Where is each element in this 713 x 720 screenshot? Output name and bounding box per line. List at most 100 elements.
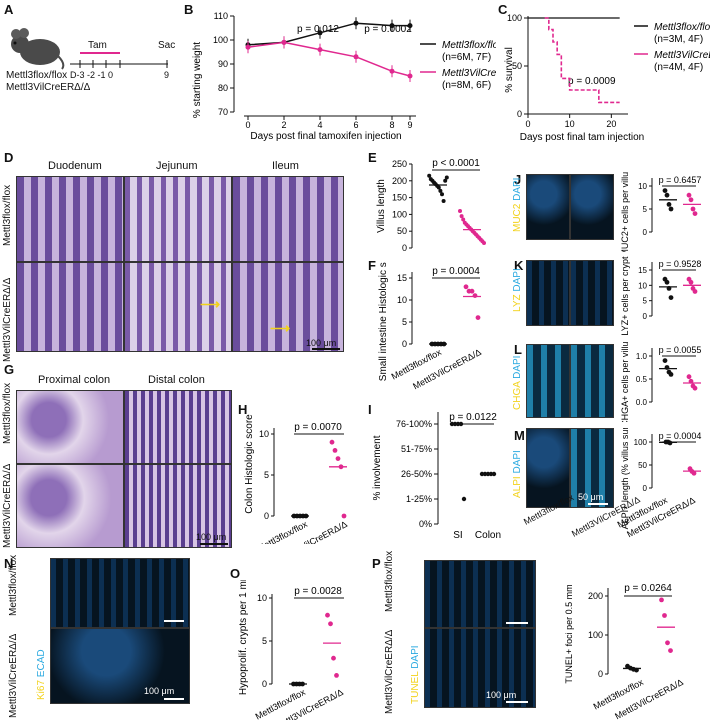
data-point [245, 44, 251, 50]
stain-label-j: MUC2 DAPI [512, 177, 523, 232]
xtick-label: 0 [525, 119, 530, 129]
xtick-label: SI [453, 530, 462, 541]
ytick-label: 15 [397, 273, 407, 283]
xtick-label: 4 [317, 120, 322, 130]
if-chga-flox [526, 344, 570, 418]
if-muc2-vil [570, 174, 614, 240]
ytick-label: 110 [214, 11, 228, 21]
data-point [482, 240, 486, 245]
xtick-label: 6 [353, 120, 358, 130]
legend-vil-label: Mettl3VilCreERΔ/Δ [442, 68, 496, 79]
data-point [666, 202, 672, 207]
involvement-chart: % involvement p = 0.0122 0% 1-25% 26-50% 51… [372, 412, 501, 541]
panel-label-n: N [4, 556, 14, 571]
histology-distal-vil [124, 464, 232, 548]
if-alpi-flox [526, 428, 570, 508]
data-point [389, 23, 395, 29]
data-point [317, 47, 323, 53]
histology-proximal-vil [16, 464, 124, 548]
xtick-label: 8 [389, 120, 394, 130]
data-point [664, 192, 670, 198]
data-point [691, 470, 697, 476]
if-muc2-flox [526, 174, 570, 240]
panel-label-c: C [498, 2, 508, 17]
histology-ileum-vil [232, 262, 344, 352]
data-point [443, 178, 448, 183]
scale-bar-n2 [164, 698, 184, 700]
survival-ylabel: % survival [504, 47, 515, 93]
panel-label-m: M [514, 428, 525, 443]
histology-distal-flox [124, 390, 232, 464]
colon-xtick-flox: Mettl3flox/flox [256, 519, 310, 544]
row-vil-p: Mettl3VilCreERΔ/Δ [384, 629, 395, 714]
data-point [688, 279, 694, 285]
ytick-label: 100 [588, 630, 603, 640]
weight-chart: % starting weight Days post final tamoxi… [192, 11, 496, 142]
timeline-sac-day: 9 [164, 70, 170, 80]
data-point [491, 471, 497, 477]
legend-vil-n: (n=8M, 6F) [442, 80, 491, 91]
genotype-flox-a: Mettl3flox/flox [6, 70, 68, 81]
data-point [692, 385, 698, 391]
xtick-label: 20 [606, 119, 616, 129]
data-point [334, 673, 339, 678]
panel-label-o: O [230, 566, 241, 581]
data-point [459, 214, 464, 219]
stain-label-l: CHGA DAPI [512, 355, 523, 410]
stain-label-m: ALPI DAPI [512, 450, 523, 498]
panel-label-j: J [514, 172, 522, 187]
panel-label-f: F [368, 258, 376, 273]
tunel-p: p = 0.0264 [624, 583, 672, 594]
ytick-label: 10 [257, 593, 267, 603]
ytick-label: 5 [643, 297, 648, 306]
muc2-p: p = 0.6457 [659, 175, 702, 185]
villus-length-chart: Villus length p < 0.0001 0 50 100 150 200 250 [376, 158, 486, 253]
data-point [341, 513, 347, 519]
survival-xlabel: Days post final tam injection [520, 132, 645, 143]
ytick-label: 0.0 [636, 398, 648, 407]
data-point [458, 421, 464, 427]
involvement-p: p = 0.0122 [449, 412, 497, 423]
colon-p: p = 0.0070 [294, 422, 342, 433]
tunel-xtick-vil: Mettl3VilCreERΔ/Δ [613, 677, 685, 720]
data-point [407, 23, 413, 29]
histology-duodenum-flox [16, 176, 124, 262]
scale-bar-p1 [506, 622, 528, 624]
scale-bar-n1 [164, 620, 184, 622]
arrow-icon: ⟶ [270, 320, 291, 336]
if-tunel-vil [424, 628, 536, 708]
data-point [469, 288, 475, 294]
hypoprolif-chart: Hypoprolif. crypts per 1 mm p = 0.0028 M… [238, 580, 345, 720]
legend-vil-label-c: Mettl3VilCreERΔ/Δ [654, 50, 710, 61]
si-ylabel: Small intestine Histologic score [378, 262, 389, 381]
data-point [328, 621, 333, 627]
legend-flox-label: Mettl3flox/flox [442, 40, 496, 51]
data-point [662, 358, 668, 363]
survival-line [544, 17, 620, 104]
panel-label-d: D [4, 150, 14, 165]
data-point [688, 197, 694, 203]
ytick-label: 80 [218, 83, 228, 93]
si-p: p = 0.0004 [432, 266, 480, 277]
ytick-label: 0 [598, 669, 603, 679]
data-point [463, 284, 469, 290]
ytick-label: 50 [638, 461, 647, 470]
ytick-label: 0% [419, 519, 432, 529]
scale-bar-p2 [506, 701, 528, 703]
ytick-label: 200 [588, 591, 603, 601]
panel-label-h: H [238, 402, 248, 417]
ytick-label: 0 [643, 484, 648, 493]
row-flox-d: Mettl3flox/flox [2, 184, 13, 246]
ytick-label: 0 [402, 339, 407, 349]
data-point [662, 613, 667, 618]
survival-p: p = 0.0009 [568, 76, 616, 87]
data-point [353, 20, 359, 26]
col-duodenum: Duodenum [48, 160, 102, 172]
genotype-vil-a: Mettl3VilCreERΔ/Δ [6, 82, 91, 93]
data-point [475, 315, 481, 320]
ytick-label: 250 [392, 159, 407, 169]
stain-label-k: LYZ DAPI [512, 268, 523, 312]
data-point [692, 211, 698, 216]
series-line [247, 41, 411, 77]
ytick-label: 26-50% [401, 469, 432, 479]
